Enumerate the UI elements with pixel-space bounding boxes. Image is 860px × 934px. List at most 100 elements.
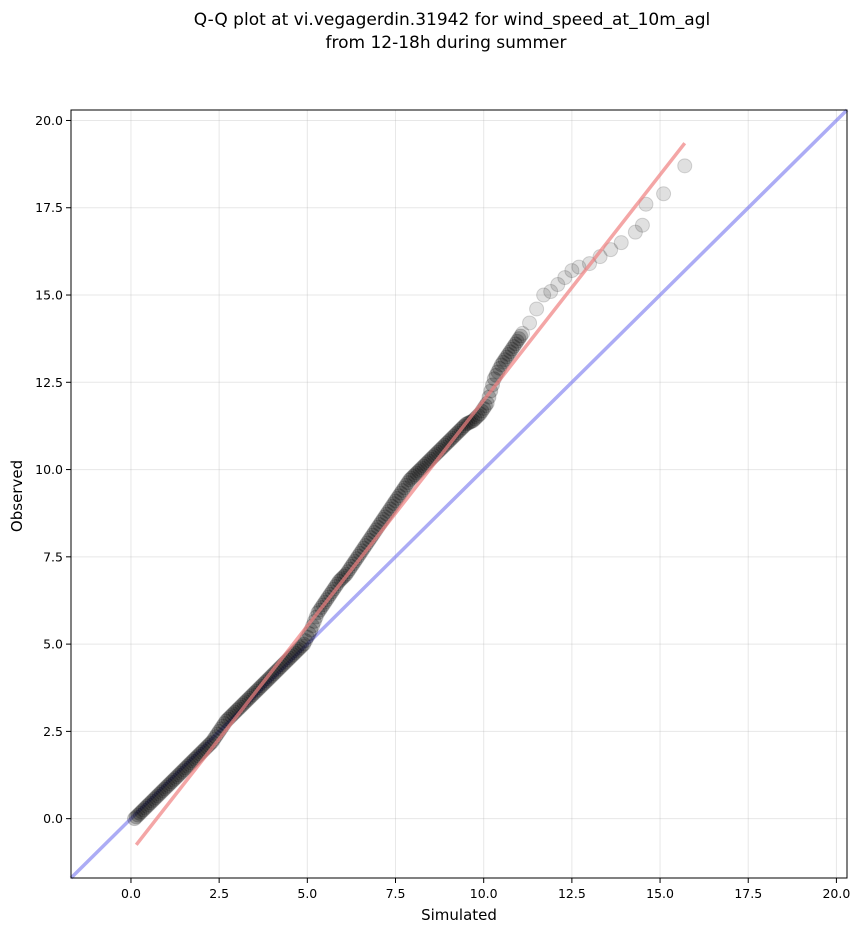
qq-point (151, 786, 167, 802)
qq-point (134, 804, 150, 820)
chart-title-line-1: Q-Q plot at vi.vegagerdin.31942 for wind… (194, 10, 710, 30)
qq-point (506, 339, 522, 355)
qq-point (410, 463, 426, 479)
y-tick-label: 17.5 (35, 200, 63, 215)
qq-point (160, 777, 176, 793)
qq-point (407, 467, 423, 483)
reference-line-1to1 (69, 108, 849, 880)
reference-line-layer (69, 108, 849, 880)
qq-point (409, 465, 425, 481)
qq-point (149, 788, 165, 804)
qq-point (396, 480, 412, 496)
qq-point (176, 762, 192, 778)
qq-point (132, 805, 148, 821)
y-tick-label: 20.0 (35, 113, 63, 128)
x-tick-label: 15.0 (646, 886, 674, 901)
x-tick-label: 7.5 (386, 886, 406, 901)
qq-point (395, 483, 411, 499)
qq-point (507, 336, 523, 352)
y-axis-ticks: 0.0 2.5 5.0 7.5 10.0 12.5 15.0 17.5 20.0 (35, 113, 71, 826)
x-tick-label: 2.5 (209, 886, 229, 901)
qq-point (130, 807, 146, 823)
qq-point (500, 346, 516, 362)
qq-point (497, 352, 513, 368)
fit-line (134, 142, 687, 846)
qq-point (511, 331, 527, 347)
qq-point (162, 776, 178, 792)
qq-point (174, 764, 190, 780)
qq-point (550, 277, 566, 293)
qq-point (294, 638, 310, 654)
qq-point (522, 315, 538, 331)
qq-point (627, 224, 643, 240)
plot-frame (70, 109, 848, 879)
qq-point (529, 301, 545, 317)
qq-point (564, 263, 580, 279)
x-tick-label: 10.0 (470, 886, 498, 901)
qq-point (386, 496, 402, 512)
qq-point (171, 767, 187, 783)
qq-point (613, 235, 629, 251)
qq-point (677, 158, 693, 174)
x-tick-label: 17.5 (734, 886, 762, 901)
qq-point (298, 633, 314, 649)
qq-point (391, 488, 407, 504)
qq-point (144, 793, 160, 809)
qq-point (183, 755, 199, 771)
chart-title-line-2: from 12-18h during summer (326, 33, 567, 53)
qq-point (137, 800, 153, 816)
qq-point (536, 287, 552, 303)
qq-point (495, 354, 511, 370)
grid-lines (71, 110, 847, 878)
qq-point (139, 798, 155, 814)
qq-point (146, 791, 162, 807)
qq-point (389, 490, 405, 506)
qq-point (142, 795, 158, 811)
qq-point (499, 349, 515, 365)
fit-line-layer (134, 142, 687, 846)
qq-point (412, 462, 428, 478)
qq-point (155, 783, 171, 799)
x-tick-label: 5.0 (297, 886, 317, 901)
y-tick-label: 12.5 (35, 375, 63, 390)
x-tick-label: 20.0 (822, 886, 850, 901)
qq-point (291, 641, 307, 657)
qq-point (405, 469, 421, 485)
qq-point (398, 477, 414, 493)
qq-point (509, 333, 525, 349)
qq-point (493, 357, 509, 373)
qq-point (126, 811, 142, 827)
qq-point (543, 284, 559, 300)
qq-point (347, 553, 363, 569)
y-tick-label: 2.5 (43, 724, 63, 739)
qq-point (331, 573, 347, 589)
qq-point (656, 186, 672, 202)
qq-point (135, 802, 151, 818)
y-axis-label: Observed (8, 460, 26, 532)
qq-point (502, 344, 518, 360)
qq-point (400, 475, 416, 491)
y-tick-label: 7.5 (43, 549, 63, 564)
x-axis-label: Simulated (421, 906, 497, 924)
qq-point (141, 797, 157, 813)
x-tick-label: 0.0 (121, 886, 141, 901)
qq-point (388, 493, 404, 509)
qq-point (167, 771, 183, 787)
qq-point (402, 472, 418, 488)
y-tick-label: 15.0 (35, 288, 63, 303)
qq-point (153, 784, 169, 800)
qq-point (292, 640, 308, 656)
qq-point (393, 485, 409, 501)
qq-point (557, 270, 573, 286)
qq-point (172, 765, 188, 781)
qq-point (128, 809, 144, 825)
qq-point (179, 758, 195, 774)
plot-area (69, 108, 849, 880)
qq-point (164, 774, 180, 790)
qq-point (514, 325, 530, 341)
qq-point (165, 772, 181, 788)
y-tick-label: 10.0 (35, 462, 63, 477)
y-tick-label: 0.0 (43, 811, 63, 826)
qq-point (296, 636, 312, 652)
